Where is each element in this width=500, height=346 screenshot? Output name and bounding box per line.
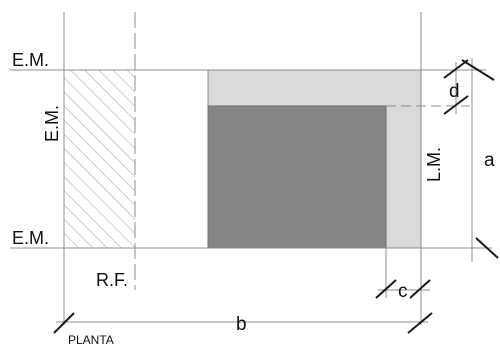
dim-d-label: d [449,81,460,102]
dim-a-tick-top [461,59,495,81]
hatched-strip [64,70,135,248]
dim-c-tick-right [409,279,431,299]
dim-d-tick-top [443,59,469,79]
lm-label: L.M. [424,147,444,182]
dim-b-tick-left [53,312,75,334]
dim-b-label: b [236,314,247,335]
em-bottom-label: E.M. [12,228,49,248]
em-top-label: E.M. [12,50,49,70]
view-label: PLANTA [68,333,114,346]
dim-c-tick-left [375,279,397,299]
dim-b-tick-right [407,312,433,334]
rf-label: R.F. [96,270,128,290]
dim-c-label: c [398,281,408,302]
dim-a-tick-bottom [475,237,499,259]
em-left-label: E.M. [42,105,62,142]
inner-rectangle [207,105,387,249]
dim-d-tick-bottom [443,95,469,115]
dim-a-label: a [484,150,495,171]
